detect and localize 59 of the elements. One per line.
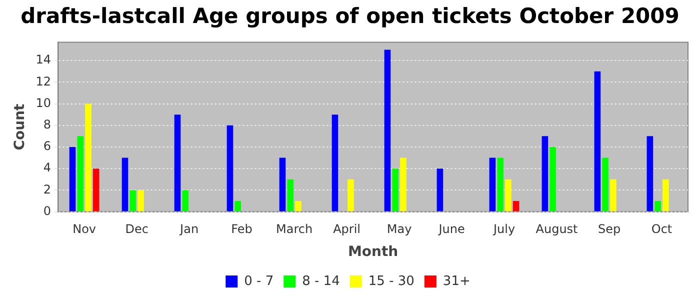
bar <box>505 179 512 212</box>
y-tick-label: 0 <box>43 204 52 218</box>
x-tick-label: Jan <box>179 222 199 236</box>
bar <box>497 158 504 212</box>
x-tick-label: August <box>536 222 578 236</box>
legend-label: 15 - 30 <box>368 274 414 289</box>
bar <box>654 201 661 212</box>
x-tick-label: April <box>333 222 361 236</box>
bar <box>436 168 444 212</box>
bar <box>489 158 496 212</box>
x-tick-label: May <box>386 222 412 236</box>
bar <box>85 104 92 212</box>
bar <box>138 190 144 212</box>
y-tick-label: 12 <box>36 74 52 88</box>
legend-label: 31+ <box>442 274 470 289</box>
x-axis-title: Month <box>348 244 398 260</box>
bar <box>69 146 76 212</box>
bar <box>279 158 286 212</box>
x-tick-label: July <box>492 222 516 236</box>
x-tick-label: Sep <box>598 222 621 236</box>
y-tick-label: 10 <box>36 96 52 110</box>
bar <box>646 136 654 212</box>
y-tick-label: 6 <box>43 139 52 154</box>
bar <box>662 179 669 212</box>
bar <box>384 50 391 212</box>
bar <box>348 179 354 212</box>
bar <box>122 158 128 212</box>
bar <box>512 201 520 212</box>
bar <box>130 190 136 212</box>
x-tick-label: Dec <box>125 222 148 236</box>
y-tick-label: 14 <box>36 52 52 67</box>
x-tick-label: Nov <box>72 222 96 236</box>
bar <box>234 201 242 212</box>
bar <box>226 125 234 212</box>
bar <box>400 158 406 212</box>
y-axis-title: Count <box>12 103 28 150</box>
chart-title: drafts-lastcall Age groups of open tickets October 2009 <box>20 4 680 30</box>
x-tick-label: March <box>276 222 313 236</box>
legend-label: 8 - 14 <box>302 274 340 289</box>
bar <box>392 168 398 212</box>
bar <box>92 168 100 212</box>
bar <box>287 179 294 212</box>
bar <box>77 136 84 212</box>
bar <box>610 179 616 212</box>
y-tick-label: 8 <box>43 118 52 132</box>
bar <box>594 71 601 212</box>
bar <box>332 114 338 212</box>
x-tick-label: Oct <box>651 222 672 236</box>
bar <box>550 146 556 212</box>
bar <box>602 158 608 212</box>
x-tick-label: June <box>438 222 465 236</box>
bar <box>295 201 302 212</box>
x-tick-label: Feb <box>231 222 252 236</box>
bar <box>182 190 189 212</box>
y-tick-label: 2 <box>43 182 52 196</box>
legend-label: 0 - 7 <box>244 274 274 289</box>
bar <box>542 136 548 212</box>
y-tick-label: 4 <box>43 160 52 175</box>
bar <box>174 114 181 212</box>
